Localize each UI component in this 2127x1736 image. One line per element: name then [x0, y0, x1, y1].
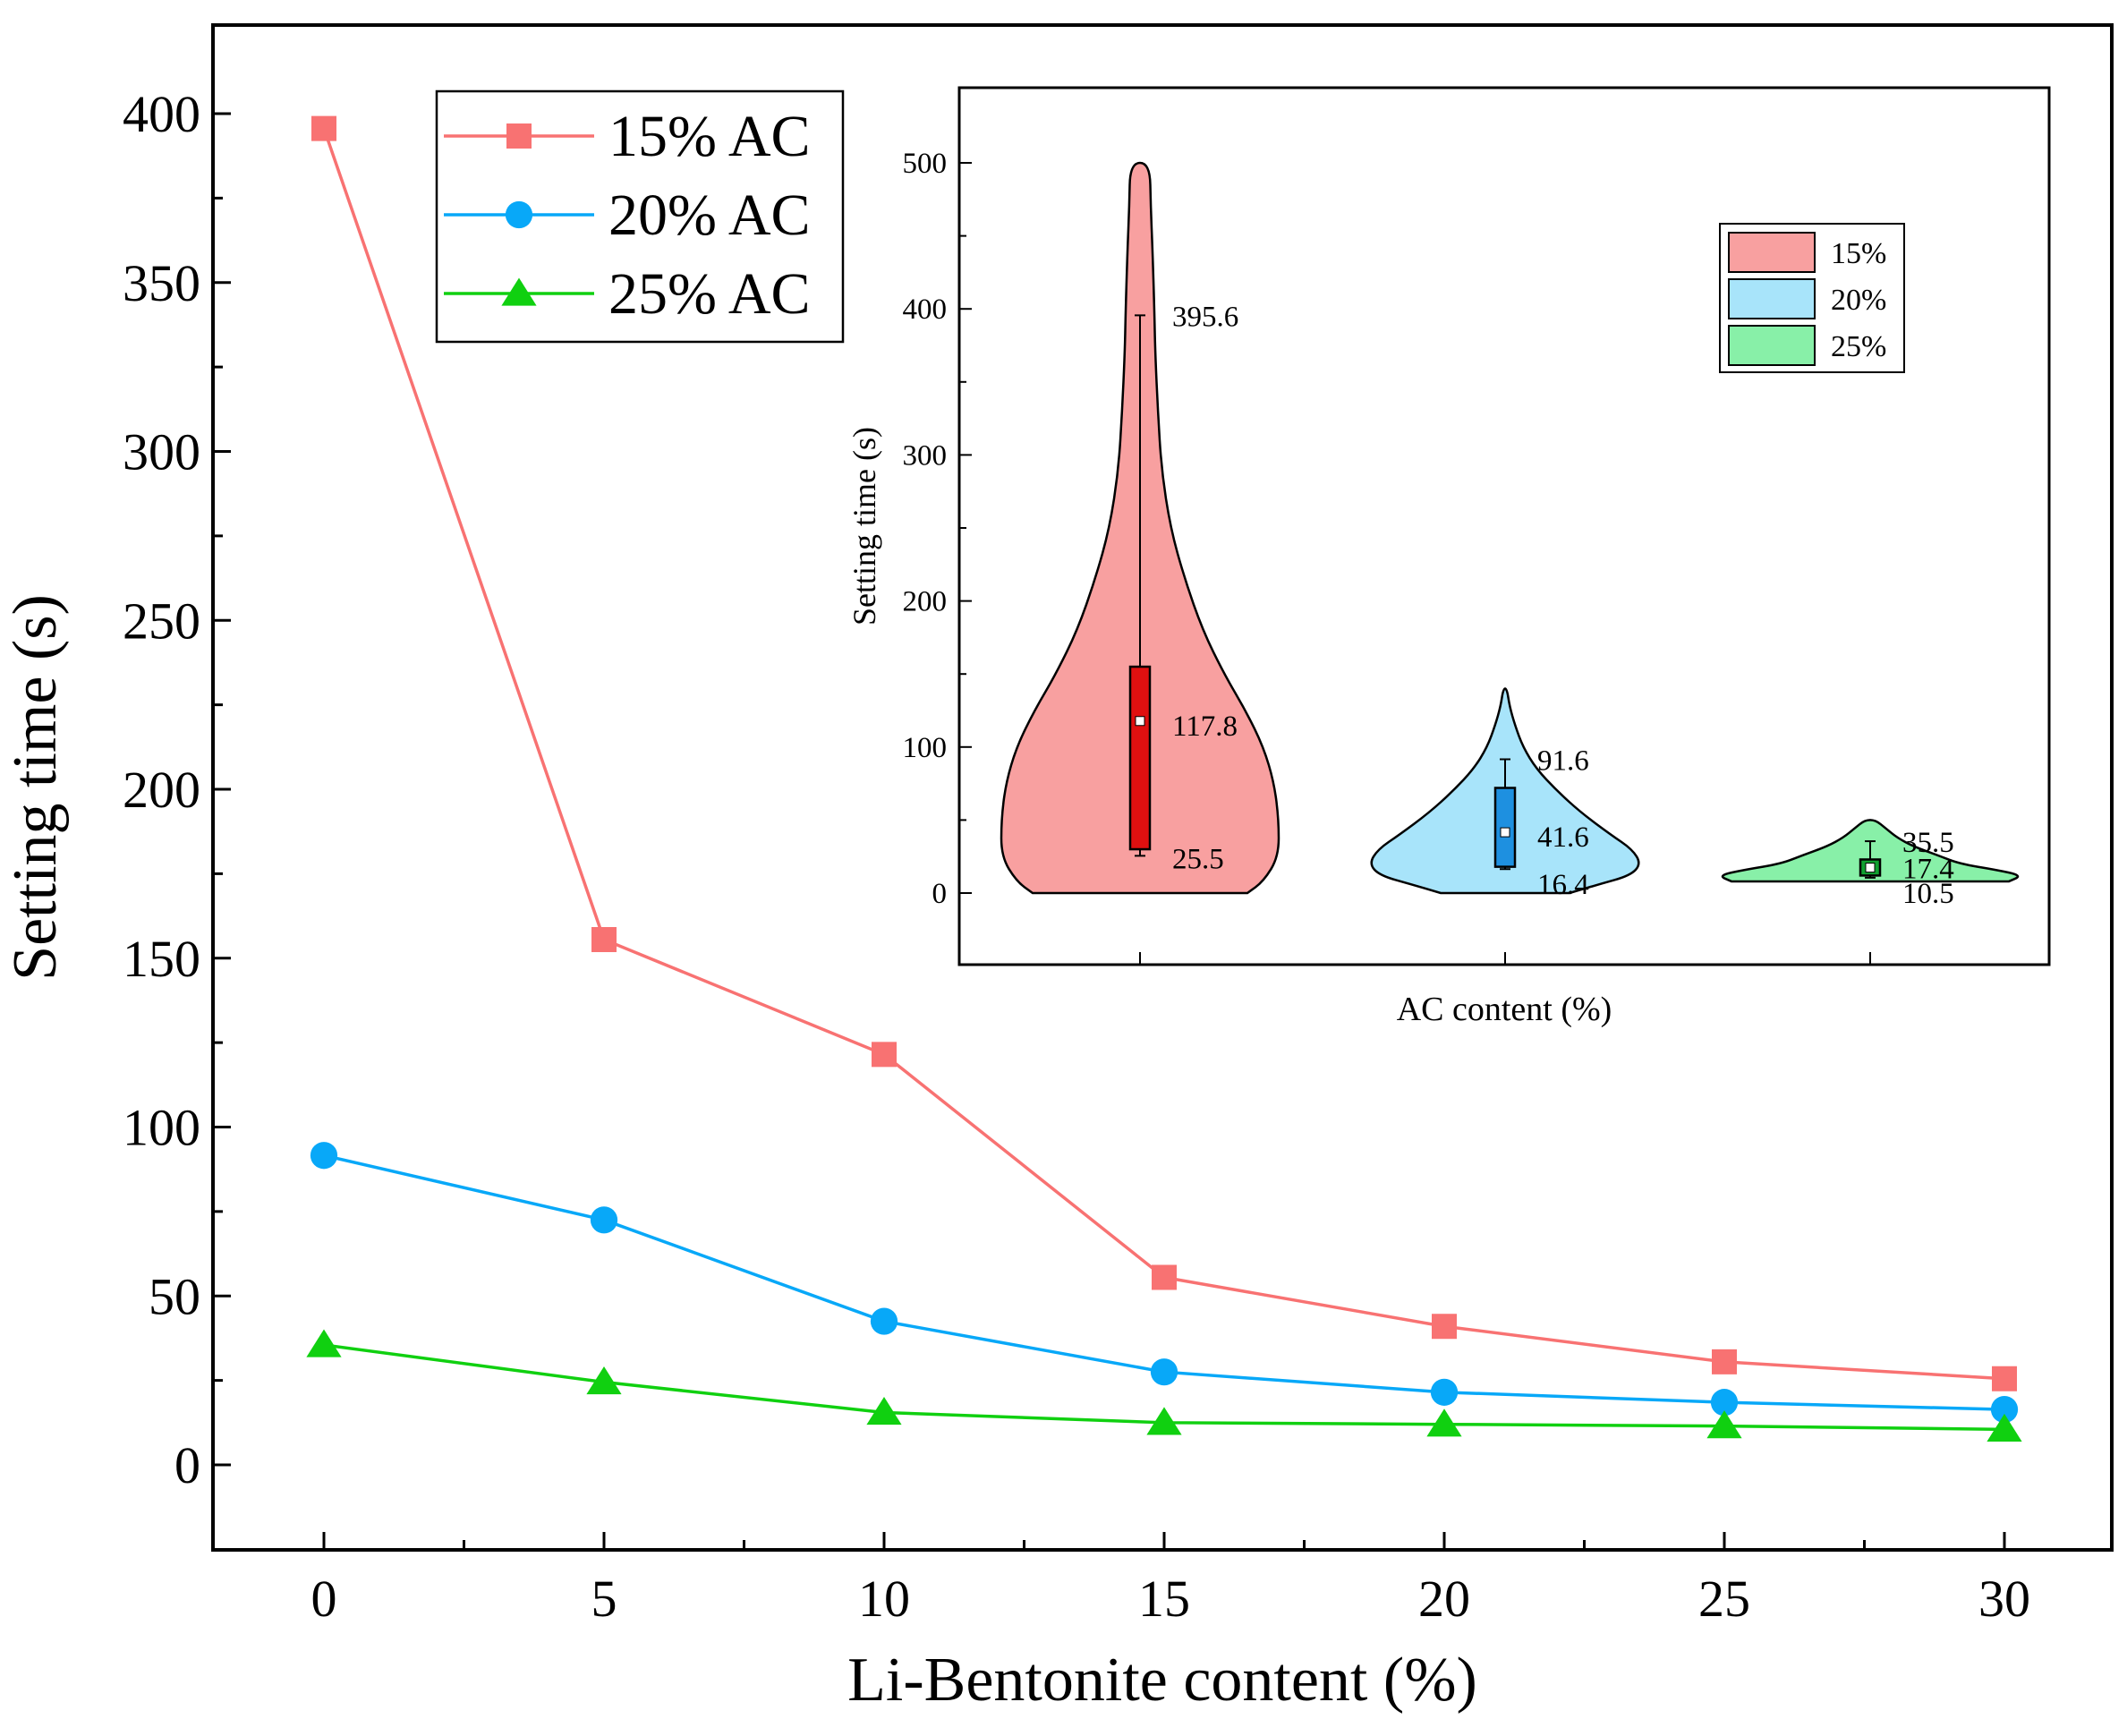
data-point-square [1712, 1349, 1737, 1374]
data-point-circle [1150, 1358, 1178, 1386]
violin-label-min: 10.5 [1902, 878, 1954, 910]
data-point-circle [1990, 1395, 2019, 1424]
violin-label-median: 117.8 [1172, 711, 1238, 743]
data-point-triangle [1426, 1408, 1462, 1437]
inset-legend-swatch [1728, 278, 1816, 319]
x-tick-label: 30 [1978, 1570, 2030, 1628]
legend-label: 15% AC [608, 104, 811, 169]
violin-group-15%: 395.6 117.8 25.5 [1000, 161, 1280, 895]
x-tick-label: 5 [591, 1570, 617, 1628]
inset-y-tick-label: 0 [932, 878, 948, 910]
y-tick-label: 100 [123, 1099, 200, 1157]
data-point-circle [1710, 1389, 1739, 1417]
main-plot: 0 50 100 150 200 250 300 350 400 0 5 10 15 20 25 30 Li-B… [1, 23, 2114, 1715]
legend-frame [435, 89, 845, 344]
violin-label-median: 41.6 [1537, 821, 1589, 854]
violin-label-median: 17.4 [1902, 854, 1954, 886]
violin-label-max: 91.6 [1537, 745, 1589, 778]
inset-x-axis-title: AC content (%) [1397, 991, 1612, 1028]
violin-label-min: 16.4 [1537, 869, 1589, 901]
inset-legend-swatch [1728, 232, 1816, 273]
data-point-circle [1430, 1378, 1459, 1406]
violin-median-marker [1865, 863, 1876, 873]
inset-y-tick-label: 500 [903, 148, 948, 180]
inset-legend-label: 25% [1831, 330, 1886, 363]
y-tick-label: 350 [123, 254, 200, 312]
inset-y-tick-label: 200 [903, 586, 948, 618]
y-tick-label: 50 [149, 1267, 200, 1325]
inset-y-tick-label: 300 [903, 439, 948, 472]
legend-label: 25% AC [608, 261, 811, 327]
data-point-triangle [306, 1329, 342, 1357]
violin-group-25%: 35.517.410.5 [1721, 819, 2020, 910]
series-circle [310, 1142, 2019, 1424]
y-tick-label: 200 [123, 761, 200, 819]
inset-y-tick-label: 400 [903, 294, 948, 326]
inset-legend-label: 20% [1831, 284, 1886, 317]
violin-label-min: 25.5 [1172, 843, 1224, 875]
inset-legend-label: 15% [1831, 237, 1886, 270]
legend-marker-circle [505, 200, 533, 229]
legend-label: 20% AC [608, 183, 811, 248]
inset-legend-swatch [1728, 325, 1816, 366]
data-point-triangle [586, 1366, 622, 1395]
series-triangle [306, 1329, 2022, 1442]
violin-box [1128, 665, 1152, 851]
y-tick-label: 150 [123, 930, 200, 988]
violin-group-20%: 91.6 41.6 16.4 [1370, 687, 1640, 901]
y-tick-label: 250 [123, 591, 200, 650]
x-tick-label: 25 [1698, 1570, 1750, 1628]
x-tick-label: 15 [1138, 1570, 1190, 1628]
x-tick-label: 10 [858, 1570, 910, 1628]
data-point-square [1432, 1314, 1457, 1340]
inset-y-axis-title: Setting time (s) [847, 427, 882, 625]
data-point-square [311, 115, 336, 141]
legend-marker-triangle [501, 277, 537, 306]
inset-y-tick-label: 100 [903, 732, 948, 764]
data-point-square [591, 926, 617, 952]
violin-median-marker [1500, 827, 1510, 838]
data-point-triangle [1706, 1410, 1742, 1439]
main-plot-frame [211, 23, 2114, 1552]
violin-label-max: 35.5 [1902, 827, 1954, 859]
violin-box [1493, 787, 1517, 868]
legend-marker-square [506, 123, 532, 149]
x-tick-label: 0 [311, 1570, 337, 1628]
x-tick-label: 20 [1418, 1570, 1470, 1628]
violin-median-marker [1135, 716, 1145, 727]
main-legend: 15% AC 20% AC 25% AC [435, 89, 845, 344]
y-tick-label: 400 [123, 85, 200, 143]
inset-legend: 15% 20% 25% [1719, 223, 1905, 373]
series-square [311, 115, 2017, 1391]
data-point-square [1152, 1264, 1177, 1290]
data-point-circle [870, 1307, 898, 1335]
y-tick-label: 0 [174, 1436, 200, 1494]
data-point-circle [310, 1142, 338, 1170]
data-point-triangle [866, 1396, 902, 1425]
data-point-triangle [1146, 1407, 1182, 1435]
y-tick-label: 300 [123, 423, 200, 481]
violin-label-max: 395.6 [1172, 301, 1238, 333]
inset-violin-plot: 0 100 200 300 400 500 AC content (%) Setting ti… [847, 86, 2051, 1028]
data-point-square [1992, 1366, 2017, 1391]
y-axis-title: Setting time (s) [1, 594, 70, 981]
x-axis-title: Li-Bentonite content (%) [847, 1646, 1477, 1715]
data-point-triangle [1987, 1413, 2022, 1442]
data-point-circle [590, 1206, 618, 1234]
data-point-square [872, 1042, 897, 1068]
